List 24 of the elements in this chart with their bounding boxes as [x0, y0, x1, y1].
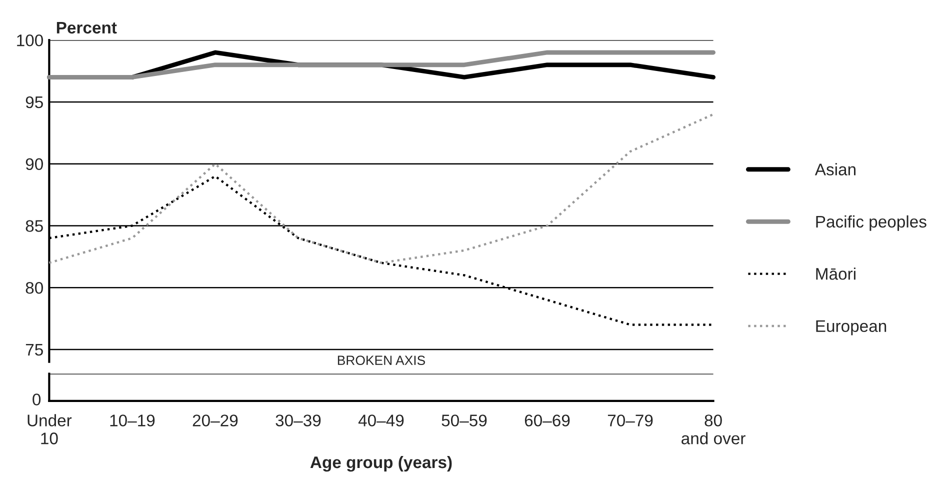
- y-tick-label: 75: [26, 344, 43, 356]
- y-tick-label: 90: [26, 158, 43, 170]
- x-tick-label: 50–59: [442, 414, 487, 426]
- y-tick-label: 95: [26, 96, 43, 108]
- legend-label: Asian: [814, 163, 856, 176]
- x-tick-label: 10–19: [110, 414, 155, 426]
- x-axis-title: Age group (years): [310, 456, 452, 472]
- x-tick-label: 40–49: [358, 414, 404, 426]
- y-tick-label: 85: [26, 220, 43, 232]
- x-tick-label: Under 10: [28, 414, 72, 444]
- x-tick-label: 30–39: [276, 414, 321, 426]
- annotation: BROKEN AXIS: [338, 356, 425, 366]
- legend-label: Pacific peoples: [816, 215, 926, 231]
- line-series: [48, 113, 714, 264]
- x-tick-label: 60–69: [524, 414, 570, 426]
- x-tick-label: 70–79: [608, 414, 653, 426]
- text: 0: [32, 394, 41, 406]
- y-tick-label: 80: [26, 282, 43, 294]
- y-tick-label: 100: [17, 34, 43, 46]
- legend-label: European: [816, 320, 886, 336]
- legend-label: Māori: [816, 268, 856, 280]
- x-tick-label: 20–29: [192, 414, 238, 426]
- y-axis-title: Percent: [56, 22, 117, 34]
- x-tick-label: 80 and over: [682, 414, 746, 444]
